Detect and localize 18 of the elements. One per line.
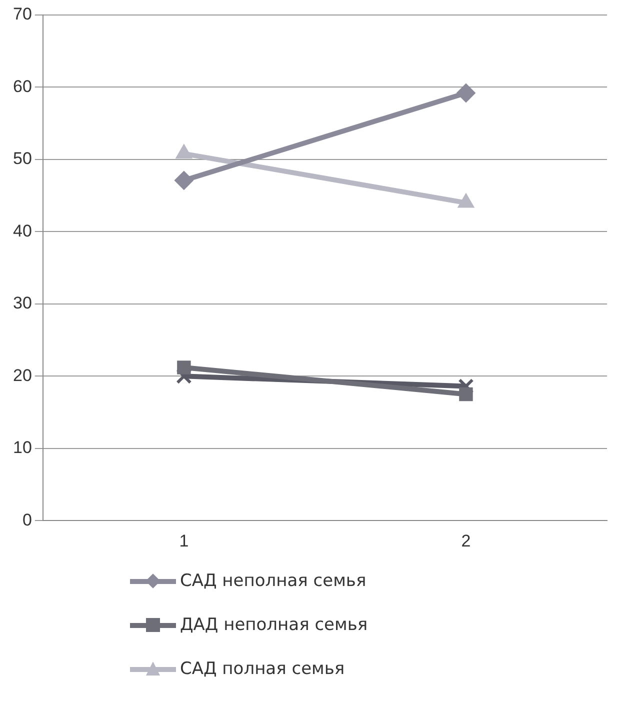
point	[177, 360, 191, 374]
y-tick-label: 40	[12, 221, 32, 240]
y-tick-label: 30	[12, 294, 32, 313]
y-tick-label: 70	[12, 4, 32, 24]
x-tick-label: 1	[179, 531, 189, 550]
y-tick-label: 10	[12, 438, 32, 458]
point	[456, 84, 476, 103]
y-tick-label: 0	[22, 510, 32, 530]
point	[459, 387, 473, 402]
point	[174, 170, 194, 190]
point	[176, 368, 192, 384]
legend-label: САД неполная семья	[180, 571, 366, 591]
y-tick-label: 60	[12, 76, 32, 96]
legend-label: САД полная семья	[180, 659, 345, 679]
y-tick-label: 50	[12, 149, 32, 168]
legend-label: ДАД неполная семья	[180, 615, 368, 635]
x-tick-label: 2	[461, 531, 471, 550]
y-tick-label: 20	[12, 366, 32, 385]
